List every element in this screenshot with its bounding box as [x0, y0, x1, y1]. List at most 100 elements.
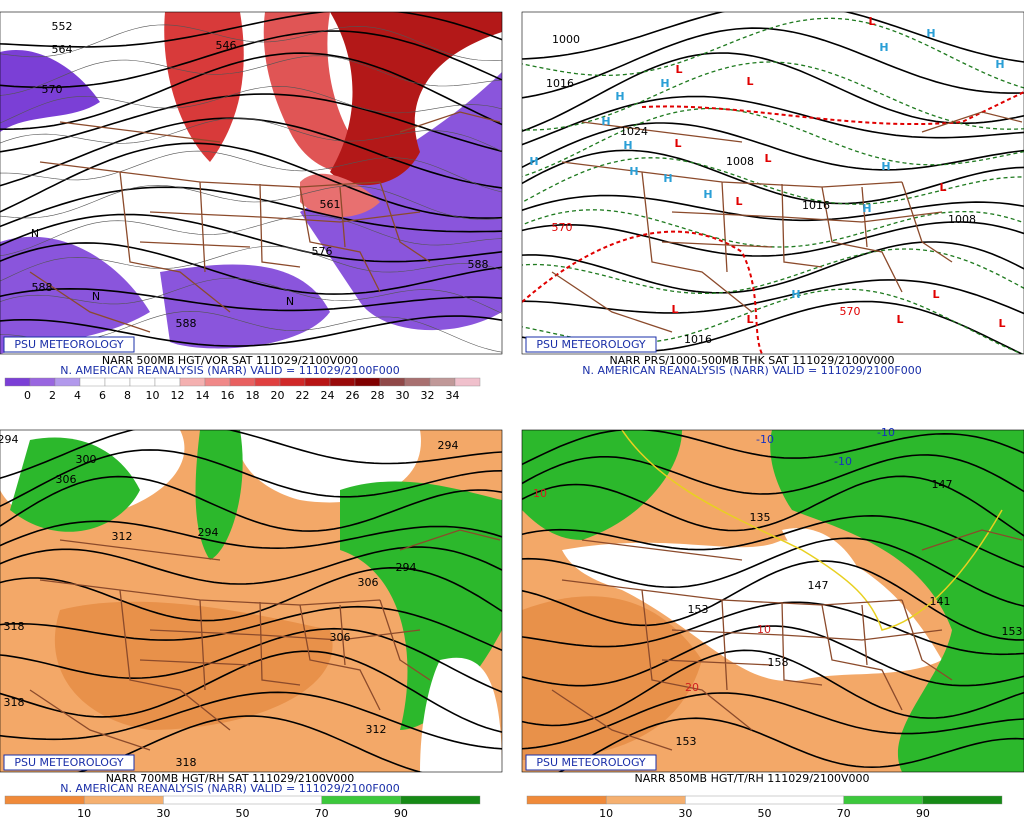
colorbar-label: 90: [916, 807, 930, 819]
high-marker: H: [703, 188, 712, 201]
contour-label: N: [31, 227, 39, 240]
contour-label: 294: [396, 561, 417, 574]
colorbar-label: 70: [315, 807, 329, 819]
height-contour: [0, 315, 502, 347]
contour-label: 1008: [948, 213, 976, 226]
colorbar-label: 50: [758, 807, 772, 819]
vorticity-contour: [0, 55, 502, 96]
colorbar-segment: [400, 795, 481, 805]
vorticity-contour: [0, 245, 502, 282]
shaded-area: [160, 264, 330, 349]
contour-label: 570: [552, 221, 573, 234]
colorbar-segment: [329, 377, 356, 387]
panel: 1000101610241008101610161008570570HHHHHH…: [521, 11, 1024, 377]
height-contour: [0, 12, 502, 48]
contour-label: 1016: [546, 77, 574, 90]
high-marker: H: [995, 58, 1004, 71]
low-marker: L: [939, 181, 946, 194]
thickness-contour: [522, 61, 1024, 131]
political-borders: [551, 111, 1023, 333]
colorbar-segment: [179, 377, 206, 387]
height-contour: [522, 514, 1024, 568]
caption: NARR 850MB HGT/T/RH 111029/2100V000: [635, 772, 870, 785]
height-contour: [0, 627, 502, 693]
thickness-contour: [522, 157, 1024, 205]
colorbar-segment: [354, 377, 381, 387]
colorbar-segment: [254, 377, 281, 387]
height-contour: [522, 625, 1024, 687]
shaded-area: [0, 236, 150, 354]
contour-label: 312: [366, 723, 387, 736]
contour-label: -10: [756, 433, 774, 446]
subcaption: N. AMERICAN REANALYSIS (NARR) VALID = 11…: [60, 364, 400, 377]
height-contour: [0, 213, 502, 263]
colorbar-segment: [379, 377, 406, 387]
map-frame: [521, 429, 1024, 773]
contour-label: 294: [438, 439, 459, 452]
height-contour: [522, 454, 1024, 495]
contour-label: 588: [32, 281, 53, 294]
colorbar-segment: [454, 377, 481, 387]
high-marker: H: [615, 90, 624, 103]
map-background: [522, 12, 1024, 354]
contour-label: 294: [198, 526, 219, 539]
contour-label: 552: [52, 20, 73, 33]
colorbar-segment: [83, 795, 164, 805]
high-marker: H: [791, 288, 800, 301]
colorbar-segment: [4, 795, 85, 805]
shaded-area: [522, 596, 702, 760]
contour-label: 153: [1002, 625, 1023, 638]
map-frame: [0, 429, 503, 773]
panel: 294 300 306 312 294 318 318 306 306 294 312 318 294 P…: [0, 429, 503, 819]
caption: NARR 500MB HGT/VOR SAT 111029/2100V000: [102, 354, 358, 367]
contour-label: 1024: [620, 125, 648, 138]
height-contour: [522, 560, 1024, 641]
colorbar-segment: [685, 795, 844, 805]
colorbar-label: 26: [346, 389, 360, 402]
contour-label: N: [286, 295, 294, 308]
contour-label: 588: [468, 258, 489, 271]
colorbar-label: 8: [124, 389, 131, 402]
political-borders: [29, 111, 501, 333]
temperature-contour: [621, 430, 1003, 631]
low-marker: L: [675, 63, 682, 76]
contour-label: 564: [52, 43, 73, 56]
contour-label: 153: [688, 603, 709, 616]
low-marker: L: [896, 313, 903, 326]
height-contour: [0, 605, 502, 652]
high-marker: H: [629, 165, 638, 178]
colorbar-segment: [279, 377, 306, 387]
contour-label: 576: [312, 245, 333, 258]
colorbar-label: 2: [49, 389, 56, 402]
colorbar-segment: [321, 795, 402, 805]
colorbar-label: 0: [24, 389, 31, 402]
shaded-area: [300, 173, 380, 217]
height-contour: [522, 537, 1024, 607]
colorbar-segment: [154, 377, 181, 387]
colorbar-segment: [4, 377, 31, 387]
map-frame: [521, 11, 1024, 355]
contour-label: 546: [216, 39, 237, 52]
colorbar-segment: [605, 795, 686, 805]
contour-label: 1016: [802, 199, 830, 212]
colorbar-label: 16: [221, 389, 235, 402]
height-contour: [0, 186, 502, 233]
caption: NARR PRS/1000-500MB THK SAT 111029/2100V…: [610, 354, 895, 367]
height-contour: [557, 717, 1024, 772]
low-marker: L: [932, 288, 939, 301]
colorbar-label: 70: [837, 807, 851, 819]
vorticity-contour: [0, 215, 502, 257]
panel: -10 -10 -10 10 135 147 141 147 153 153 158 153 10 20 P…: [521, 426, 1024, 819]
shaded-area: [330, 12, 502, 186]
height-contour: [0, 546, 502, 585]
contour-label: 570: [840, 305, 861, 318]
high-marker: H: [529, 155, 538, 168]
badge: PSU METEOROLOGY: [14, 756, 124, 769]
badge: PSU METEOROLOGY: [536, 756, 646, 769]
political-borders: [29, 529, 501, 751]
low-marker: L: [671, 303, 678, 316]
subcaption: N. AMERICAN REANALYSIS (NARR) VALID = 11…: [582, 364, 922, 377]
colorbar-segment: [429, 377, 456, 387]
map-frame: [0, 11, 503, 355]
high-marker: H: [660, 77, 669, 90]
